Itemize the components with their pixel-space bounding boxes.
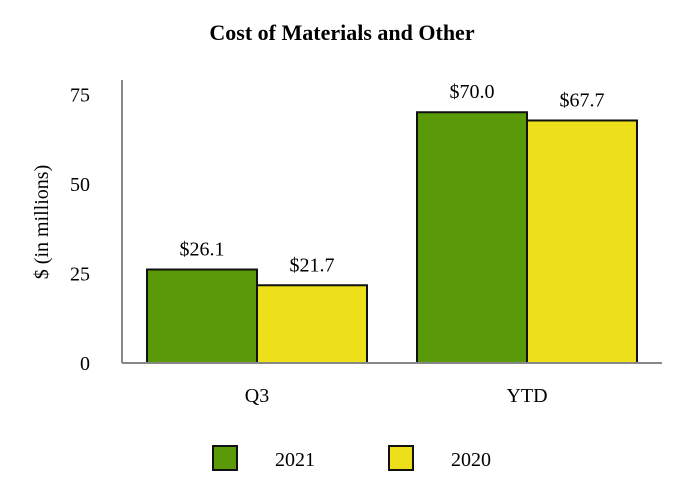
y-axis-label: $ (in millions)	[31, 165, 53, 279]
data-label: $26.1	[180, 239, 225, 261]
category-label: YTD	[506, 385, 547, 407]
chart-title: Cost of Materials and Other	[209, 20, 474, 45]
legend-swatch-2021	[212, 445, 238, 471]
bars	[146, 111, 638, 364]
bar-2020-q3	[256, 284, 368, 364]
bar-2021-ytd	[416, 111, 528, 364]
y-ticks: 0 25 50 75	[70, 84, 90, 375]
data-labels: $26.1 $21.7 $70.0 $67.7	[180, 81, 605, 276]
bar-2021-q3	[146, 268, 258, 364]
bar-2020-ytd	[526, 119, 638, 364]
legend-label: 2021	[275, 449, 315, 471]
data-label: $70.0	[450, 81, 495, 103]
y-tick-label: 50	[70, 174, 90, 196]
y-tick-label: 0	[80, 353, 90, 375]
legend: 2021 2020	[212, 445, 491, 471]
y-tick-label: 25	[70, 263, 90, 285]
legend-swatch-2020	[388, 445, 414, 471]
legend-label: 2020	[451, 449, 491, 471]
data-label: $67.7	[560, 89, 605, 111]
y-tick-label: 75	[70, 84, 90, 106]
data-label: $21.7	[290, 254, 335, 276]
category-labels: Q3 YTD	[245, 385, 548, 407]
category-label: Q3	[245, 385, 269, 407]
